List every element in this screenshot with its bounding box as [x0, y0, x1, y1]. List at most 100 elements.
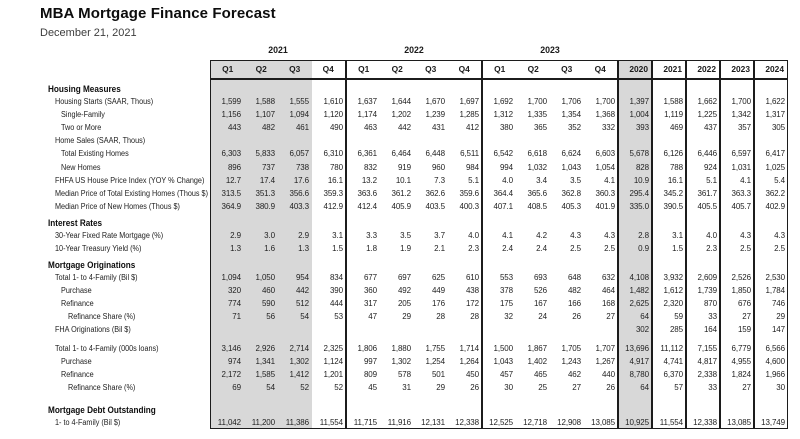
data-cell: 809: [363, 370, 377, 380]
row-label: Total 1- to 4-Family (Bil $): [40, 273, 210, 282]
data-cell: 26: [572, 312, 581, 322]
data-cell: 482: [261, 123, 275, 133]
quarter-header: Q4: [458, 64, 470, 74]
data-cell: 870: [703, 299, 717, 309]
data-cell: 5,678: [629, 149, 649, 159]
table-row: Total 1- to 4-Family (000s loans) 3,146 2,…: [40, 342, 788, 355]
table-row: Refinance 2,172 1,585 1,412 1,201 809 578 501 45…: [40, 368, 788, 381]
data-cell: 1,031: [731, 162, 751, 172]
data-cell: 1,354: [561, 110, 581, 120]
annual-header-box: 2020: [618, 60, 652, 79]
data-cell: 159: [737, 325, 751, 335]
data-cell: 1,500: [493, 343, 513, 353]
data-cell: 364.4: [493, 188, 513, 198]
data-cell: 1.8: [366, 243, 377, 253]
data-cell: 788: [669, 162, 683, 172]
data-cell: 440: [601, 370, 615, 380]
data-cell: 4.1: [740, 175, 751, 185]
row-label-text: Purchase: [61, 286, 92, 296]
annual-column-box: [720, 79, 754, 429]
row-label-text: New Homes: [61, 162, 101, 172]
row-label-text: Total 1- to 4-Family (000s loans): [55, 343, 159, 353]
annual-year-header: 2021: [663, 64, 682, 74]
quarter-group-box: [210, 79, 346, 429]
data-cell: 676: [737, 299, 751, 309]
data-cell: 378: [499, 286, 513, 296]
data-cell: 1.3: [298, 243, 309, 253]
forecast-table: 2021 Q1 Q2 Q3 Q4 2022 Q1 Q2 Q3 Q4 2023 Q1 Q2 Q3 Q4 2020…: [40, 44, 788, 429]
data-cell: 12,908: [557, 417, 581, 427]
data-cell: 2.4: [502, 243, 513, 253]
data-cell: 285: [669, 325, 683, 335]
data-cell: 403.5: [425, 201, 445, 211]
data-cell: 3,146: [221, 343, 241, 353]
data-cell: 29: [776, 312, 785, 322]
data-cell: 54: [300, 312, 309, 322]
annual-header-box: 2022: [686, 60, 720, 79]
data-cell: 26: [470, 383, 479, 393]
data-cell: 4,108: [629, 273, 649, 283]
data-cell: 7.3: [434, 175, 445, 185]
annual-year-header: 2024: [765, 64, 784, 74]
data-cell: 5.1: [468, 175, 479, 185]
row-label: FHA Originations (Bil $): [40, 325, 210, 334]
quarter-header-box: Q1 Q2 Q3 Q4: [482, 60, 618, 79]
data-cell: 1,267: [595, 357, 615, 367]
data-cell: 57: [674, 383, 683, 393]
data-cell: 1,317: [765, 110, 785, 120]
data-cell: 1,335: [527, 110, 547, 120]
data-cell: 3.1: [332, 230, 343, 240]
data-cell: 2,609: [697, 273, 717, 283]
data-cell: 1,700: [731, 97, 751, 107]
data-cell: 648: [567, 273, 581, 283]
data-cell: 7,155: [697, 343, 717, 353]
data-cell: 774: [227, 299, 241, 309]
data-cell: 590: [261, 299, 275, 309]
data-cell: 27: [742, 312, 751, 322]
data-cell: 13,696: [625, 343, 649, 353]
table-row: Median Price of New Homes (Thous $) 364.9…: [40, 200, 788, 213]
annual-year-header: 2023: [731, 64, 750, 74]
data-cell: 13,085: [727, 417, 751, 427]
row-label-text: Refinance Share (%): [68, 312, 136, 322]
data-cell: 460: [261, 286, 275, 296]
annual-column-box: [652, 79, 686, 429]
data-cell: 362.6: [425, 188, 445, 198]
data-cell: 28: [436, 312, 445, 322]
data-cell: 5.4: [774, 175, 785, 185]
table-row: Total 1- to 4-Family (Bil $) 1,094 1,050 95…: [40, 271, 788, 284]
table-row: Single-Family 1,156 1,107 1,094 1,120 1,174 1,…: [40, 108, 788, 121]
data-cell: 147: [771, 325, 785, 335]
data-cell: 405.9: [391, 201, 411, 211]
data-cell: 954: [295, 273, 309, 283]
data-cell: 10.9: [633, 175, 649, 185]
data-cell: 33: [708, 383, 717, 393]
data-cell: 461: [295, 123, 309, 133]
data-cell: 361.2: [391, 188, 411, 198]
data-cell: 1,239: [425, 110, 445, 120]
data-cell: 335.0: [629, 201, 649, 211]
year-group-label: 2023: [540, 45, 560, 55]
data-cell: 6,597: [731, 149, 751, 159]
data-cell: 4.1: [502, 230, 513, 240]
data-cell: 2.3: [706, 243, 717, 253]
data-cell: 1,588: [663, 97, 683, 107]
data-cell: 30: [776, 383, 785, 393]
data-cell: 4,817: [697, 357, 717, 367]
row-label: 10-Year Treasury Yield (%): [40, 244, 210, 253]
data-cell: 2,926: [255, 343, 275, 353]
quarter-header-box: Q1 Q2 Q3 Q4: [346, 60, 482, 79]
data-cell: 4.0: [502, 175, 513, 185]
data-cell: 4.3: [774, 230, 785, 240]
data-cell: 380: [499, 123, 513, 133]
data-cell: 1,032: [527, 162, 547, 172]
data-cell: 834: [329, 273, 343, 283]
data-cell: 3.7: [434, 230, 445, 240]
data-cell: 437: [703, 123, 717, 133]
row-label-text: 1- to 4-Family (Bil $): [55, 417, 121, 427]
data-cell: 363.6: [357, 188, 377, 198]
data-cell: 168: [601, 299, 615, 309]
table-row: 10-Year Treasury Yield (%) 1.3 1.6 1.3 1.5 1.…: [40, 242, 788, 255]
data-cell: 1.5: [672, 243, 683, 253]
row-label: 30-Year Fixed Rate Mortgage (%): [40, 231, 210, 240]
